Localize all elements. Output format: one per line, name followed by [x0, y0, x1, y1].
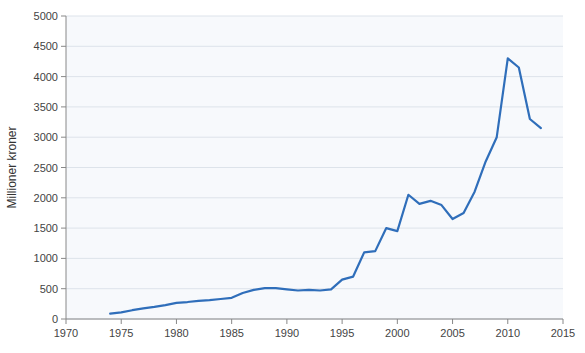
data-line [110, 58, 541, 313]
x-tick-label: 2010 [496, 327, 520, 339]
x-tick [452, 319, 453, 324]
x-tick-label: 2005 [440, 327, 464, 339]
y-tick-label: 2000 [34, 192, 58, 204]
y-tick [61, 137, 66, 138]
y-tick-label: 2500 [34, 162, 58, 174]
chart-svg: 0 500 1000 1500 2000 2500 3000 3500 4000 4500 5000… [0, 0, 585, 353]
y-tick-label: 500 [40, 283, 58, 295]
y-tick-label: 5000 [34, 10, 58, 22]
y-axis-label: Millioner kroner [5, 126, 19, 208]
grid-line [66, 197, 563, 198]
x-tick-label: 1995 [330, 327, 354, 339]
y-tick [61, 46, 66, 47]
grid-line [66, 288, 563, 289]
grid-line [66, 319, 563, 320]
grid-line [66, 76, 563, 77]
y-tick [61, 319, 66, 320]
x-tick [176, 319, 177, 324]
grid-line [66, 167, 563, 168]
y-axis-line [66, 16, 67, 319]
x-tick [397, 319, 398, 324]
y-tick-label: 4000 [34, 71, 58, 83]
x-tick-label: 2015 [551, 327, 575, 339]
x-tick-label: 2000 [385, 327, 409, 339]
y-tick [61, 16, 66, 17]
y-tick-label: 0 [52, 313, 58, 325]
plot-background [66, 16, 563, 319]
x-tick [286, 319, 287, 324]
y-tick-label: 3500 [34, 101, 58, 113]
y-tick [61, 76, 66, 77]
x-tick-label: 1985 [219, 327, 243, 339]
y-tick [61, 288, 66, 289]
x-tick-label: 1980 [164, 327, 188, 339]
chart-container: 0 500 1000 1500 2000 2500 3000 3500 4000 4500 5000… [0, 0, 585, 353]
x-tick-label: 1970 [54, 327, 78, 339]
y-tick [61, 167, 66, 168]
y-tick-label: 1500 [34, 222, 58, 234]
grid-line [66, 46, 563, 47]
x-axis-line [66, 319, 563, 320]
grid-line [66, 106, 563, 107]
y-tick-label: 1000 [34, 252, 58, 264]
y-axis: 0 500 1000 1500 2000 2500 3000 3500 4000 4500 5000 [34, 10, 563, 325]
y-tick-label: 4500 [34, 40, 58, 52]
x-tick-label: 1975 [109, 327, 133, 339]
x-axis: 1970 1975 1980 1985 1990 1995 2000 2005 2010 2015 [54, 319, 575, 339]
x-tick [121, 319, 122, 324]
y-tick [61, 106, 66, 107]
x-tick [342, 319, 343, 324]
x-tick-label: 1990 [275, 327, 299, 339]
x-tick [66, 319, 67, 324]
grid-line [66, 16, 563, 17]
series-group [110, 58, 541, 313]
y-tick [61, 197, 66, 198]
x-tick [231, 319, 232, 324]
x-tick [563, 319, 564, 324]
grid-line [66, 137, 563, 138]
x-tick [507, 319, 508, 324]
grid-line [66, 258, 563, 259]
y-tick-label: 3000 [34, 131, 58, 143]
y-tick [61, 228, 66, 229]
y-tick [61, 258, 66, 259]
grid-line [66, 228, 563, 229]
